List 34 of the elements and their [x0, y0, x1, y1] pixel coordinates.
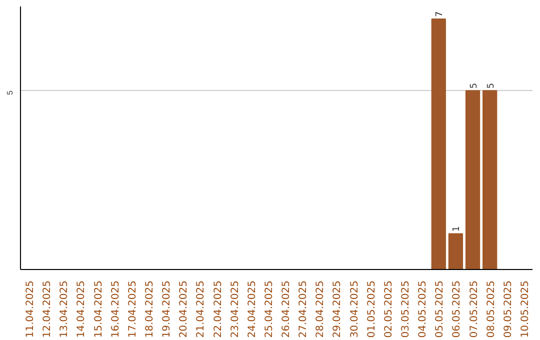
x-tick-label: 29.04.2025	[332, 280, 344, 338]
x-tick-label: 05.05.2025	[434, 280, 446, 338]
data-label: 5	[469, 82, 480, 89]
x-tick-label: 09.05.2025	[502, 280, 514, 338]
x-tick-label: 14.04.2025	[76, 280, 88, 338]
x-tick-label: 20.04.2025	[178, 280, 190, 338]
x-tick-label: 15.04.2025	[93, 280, 104, 338]
x-tick-label: 26.04.2025	[281, 280, 292, 338]
data-label: 7	[435, 11, 446, 18]
x-tick-label: 25.04.2025	[264, 280, 275, 338]
data-label: 1	[452, 226, 462, 232]
x-tick-label: 23.04.2025	[230, 280, 241, 338]
x-tick-label: 06.05.2025	[452, 280, 463, 338]
data-label: 5	[486, 82, 496, 89]
x-tick-label: 12.04.2025	[42, 280, 54, 338]
x-tick-label: 30.04.2025	[349, 280, 360, 338]
x-tick-label: 02.05.2025	[383, 280, 394, 338]
x-tick-label: 11.04.2025	[25, 280, 36, 338]
x-tick-label: 16.04.2025	[110, 280, 122, 338]
x-tick-label: 27.04.2025	[298, 280, 310, 338]
x-tick-label: 18.04.2025	[144, 280, 156, 338]
x-tick-label: 13.04.2025	[59, 280, 70, 338]
x-tick-label: 08.05.2025	[486, 280, 497, 338]
x-tick-label: 10.05.2025	[520, 280, 531, 338]
x-tick-label: 03.05.2025	[400, 280, 412, 338]
x-tick-label: 28.04.2025	[315, 280, 326, 338]
x-tick-label: 17.04.2025	[127, 280, 138, 338]
x-tick-label: 19.04.2025	[162, 280, 173, 338]
x-tick-label: 04.05.2025	[418, 280, 429, 338]
x-tick-label: 07.05.2025	[468, 280, 480, 338]
x-tick-label: 01.05.2025	[366, 280, 378, 338]
x-tick-label: 21.04.2025	[196, 280, 207, 338]
x-tick-label: 24.04.2025	[246, 280, 258, 338]
x-tick-label: 22.04.2025	[212, 280, 224, 338]
